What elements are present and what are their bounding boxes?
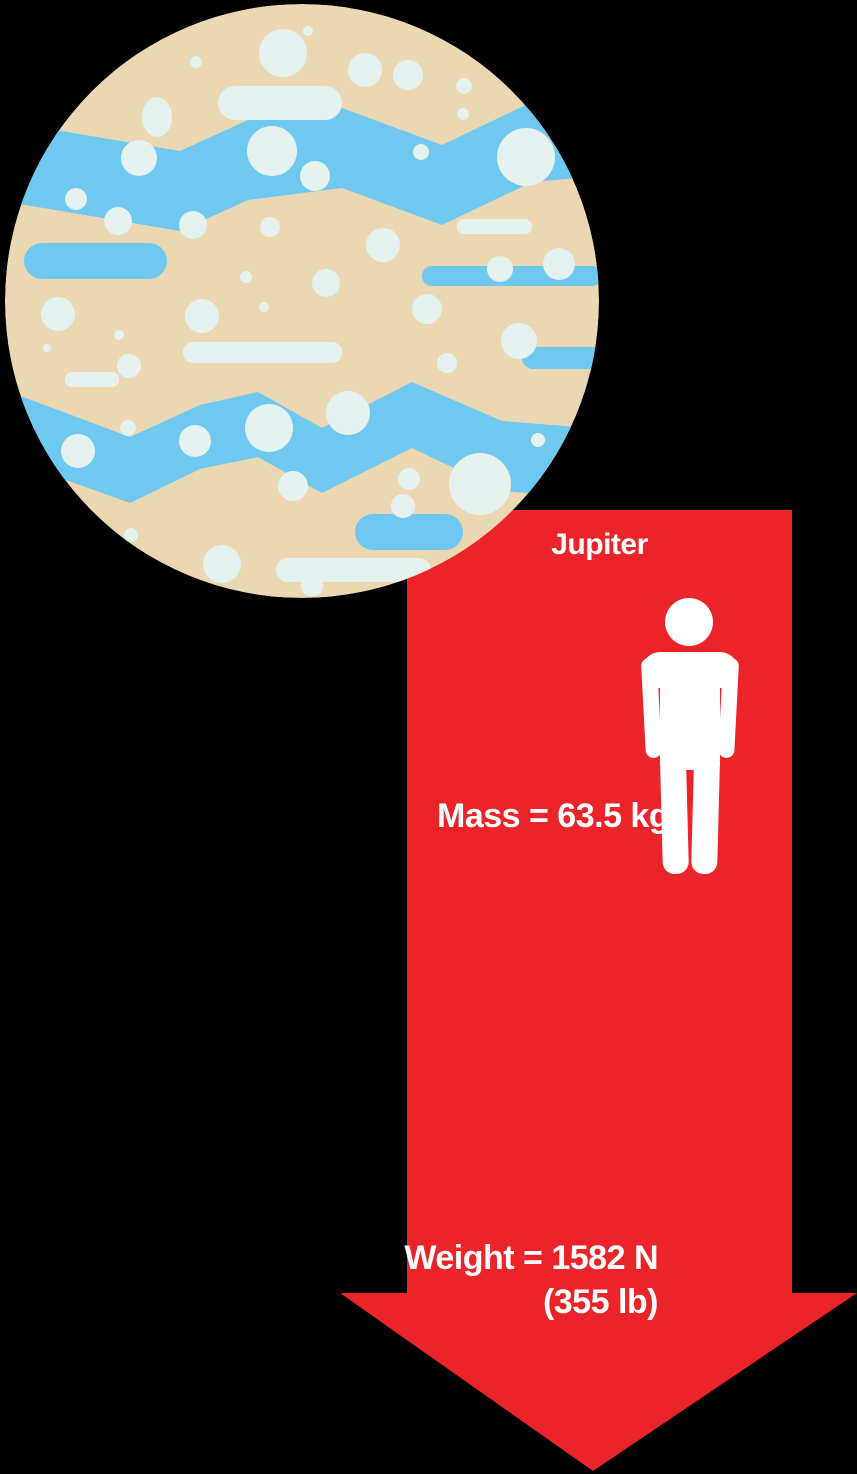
weight-pounds-line: (355 lb) — [542, 1283, 659, 1321]
person-icon — [641, 598, 739, 874]
weight-newtons-line: Weight = 1582 N — [404, 1239, 658, 1277]
planet-name-label: Jupiter — [551, 528, 648, 561]
mass-value-label: Mass = 63.5 kg — [437, 797, 670, 835]
weight-value-label: Weight = 1582 N (355 lb) — [404, 1236, 658, 1324]
planet-jupiter-illustration — [5, 4, 599, 598]
